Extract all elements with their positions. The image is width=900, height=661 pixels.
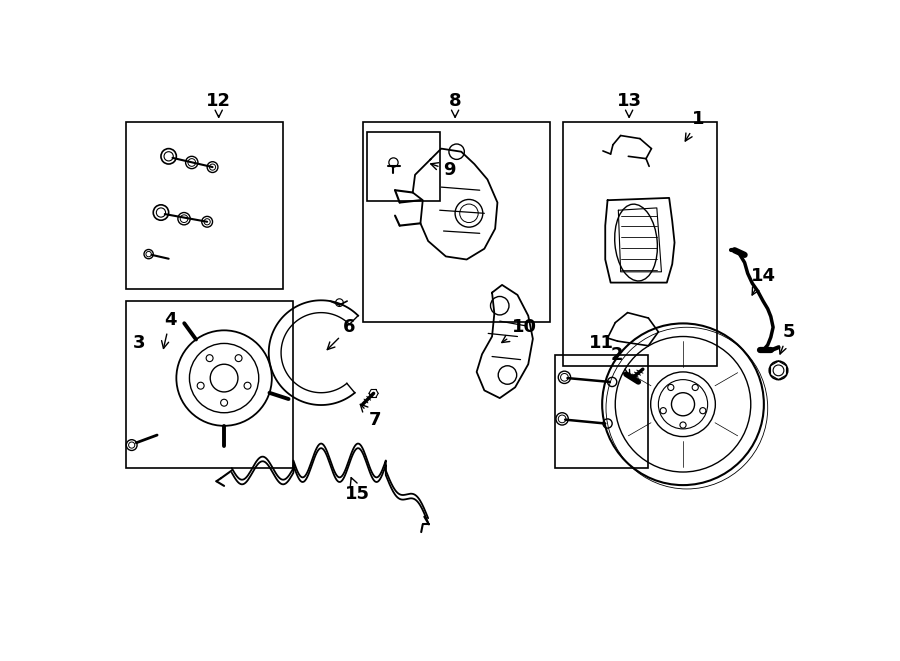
Text: 1: 1 — [685, 110, 705, 141]
Bar — [562, 122, 717, 366]
Bar — [555, 355, 648, 468]
Text: 8: 8 — [449, 92, 462, 118]
Bar — [125, 301, 293, 468]
Text: 13: 13 — [616, 92, 642, 118]
Text: 6: 6 — [328, 318, 356, 350]
Text: 10: 10 — [502, 318, 537, 342]
Bar — [363, 122, 550, 322]
Text: 11: 11 — [589, 334, 614, 352]
Text: 12: 12 — [206, 92, 231, 118]
Bar — [367, 132, 440, 201]
Bar — [125, 122, 283, 289]
Text: 2: 2 — [610, 346, 630, 377]
Text: 5: 5 — [779, 323, 795, 354]
Text: 15: 15 — [345, 478, 370, 502]
Text: 7: 7 — [360, 405, 382, 429]
Text: 4: 4 — [162, 311, 176, 348]
Text: 3: 3 — [133, 334, 146, 352]
Text: 14: 14 — [751, 266, 776, 295]
Text: 9: 9 — [431, 161, 456, 179]
